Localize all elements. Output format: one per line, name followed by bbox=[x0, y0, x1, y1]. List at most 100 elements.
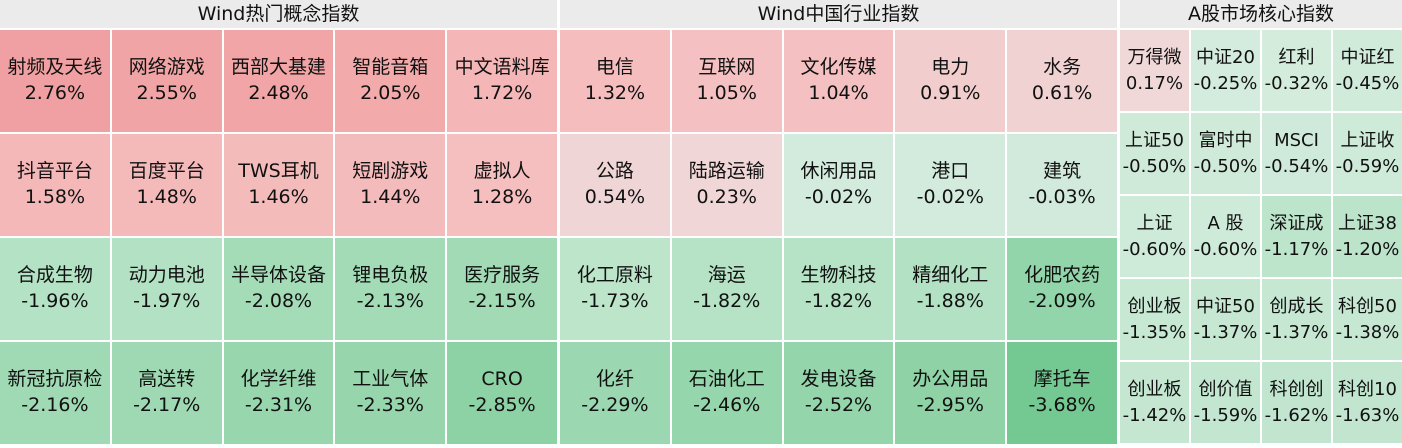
tile-change: 0.91% bbox=[920, 82, 981, 104]
heatmap-tile[interactable]: 万得微 0.17% bbox=[1120, 30, 1189, 111]
tile-name: 创业板 bbox=[1127, 296, 1182, 318]
heatmap-tile[interactable]: 创价值 -1.59% bbox=[1191, 362, 1260, 443]
heatmap-tile[interactable]: 办公用品 -2.95% bbox=[895, 342, 1006, 444]
tile-name: A 股 bbox=[1207, 213, 1244, 235]
heatmap-tile[interactable]: 射频及天线 2.76% bbox=[0, 30, 110, 132]
tile-change: -2.52% bbox=[804, 394, 873, 416]
heatmap-tile[interactable]: 半导体设备 -2.08% bbox=[223, 238, 334, 340]
heatmap-tile[interactable]: 上证收 -0.59% bbox=[1333, 113, 1402, 194]
heatmap-tile[interactable]: 石油化工 -2.46% bbox=[671, 342, 782, 444]
heatmap-tile[interactable]: 中证红 -0.45% bbox=[1333, 30, 1402, 111]
heatmap-tile[interactable]: 创成长 -1.37% bbox=[1262, 279, 1331, 360]
heatmap-tile[interactable]: 电信 1.32% bbox=[560, 30, 670, 132]
tile-change: -1.82% bbox=[804, 290, 873, 312]
tile-change: -2.31% bbox=[244, 394, 313, 416]
heatmap-tile[interactable]: 智能音箱 2.05% bbox=[335, 30, 446, 132]
heatmap-tile[interactable]: 电力 0.91% bbox=[895, 30, 1006, 132]
heatmap-tile[interactable]: 中证50 -1.37% bbox=[1191, 279, 1260, 360]
tile-name: 短剧游戏 bbox=[352, 160, 429, 183]
heatmap-tile[interactable]: 中文语料库 1.72% bbox=[447, 30, 557, 132]
heatmap-tile[interactable]: 科创10 -1.63% bbox=[1333, 362, 1402, 443]
heatmap-tile[interactable]: 化学纤维 -2.31% bbox=[223, 342, 334, 444]
tile-name: 公路 bbox=[595, 160, 634, 183]
heatmap-tile[interactable]: 上证38 -1.20% bbox=[1333, 196, 1402, 277]
heatmap-tile[interactable]: 上证 -0.60% bbox=[1120, 196, 1189, 277]
tile-change: -1.97% bbox=[133, 290, 201, 312]
tile-change: 2.05% bbox=[360, 82, 421, 104]
heatmap-tile[interactable]: 合成生物 -1.96% bbox=[0, 238, 110, 340]
heatmap-tile[interactable]: 精细化工 -1.88% bbox=[895, 238, 1006, 340]
tile-name: 新冠抗原检 bbox=[7, 368, 103, 391]
tile-change: -2.16% bbox=[21, 394, 89, 416]
tile-name: 半导体设备 bbox=[230, 264, 326, 287]
heatmap-tile[interactable]: 科创创 -1.62% bbox=[1262, 362, 1331, 443]
tile-name: 上证38 bbox=[1338, 213, 1397, 235]
heatmap-tile[interactable]: A 股 -0.60% bbox=[1191, 196, 1260, 277]
heatmap-tile[interactable]: 创业板 -1.42% bbox=[1120, 362, 1189, 443]
tile-change: -0.50% bbox=[1193, 155, 1258, 177]
tile-change: 1.32% bbox=[584, 82, 646, 104]
heatmap-tile[interactable]: 锂电负极 -2.13% bbox=[335, 238, 446, 340]
heatmap-tile[interactable]: 短剧游戏 1.44% bbox=[335, 134, 446, 236]
heatmap-tile[interactable]: 动力电池 -1.97% bbox=[111, 238, 222, 340]
heatmap-tile[interactable]: 高送转 -2.17% bbox=[111, 342, 222, 444]
tile-name: 高送转 bbox=[138, 368, 196, 391]
heatmap-tile[interactable]: 建筑 -0.03% bbox=[1007, 134, 1117, 236]
tile-name: 工业气体 bbox=[352, 368, 429, 391]
tile-name: 电力 bbox=[931, 56, 970, 79]
heatmap-tile[interactable]: 富时中 -0.50% bbox=[1191, 113, 1260, 194]
tile-name: 文化传媒 bbox=[800, 56, 877, 79]
heatmap-tile[interactable]: 化工原料 -1.73% bbox=[560, 238, 670, 340]
heatmap-tile[interactable]: 文化传媒 1.04% bbox=[783, 30, 894, 132]
tile-change: 1.44% bbox=[360, 186, 421, 208]
tile-name: 抖音平台 bbox=[16, 160, 93, 183]
heatmap-tile[interactable]: 红利 -0.32% bbox=[1262, 30, 1331, 111]
tile-name: 港口 bbox=[931, 160, 970, 183]
tile-change: -0.02% bbox=[916, 186, 984, 208]
heatmap-tile[interactable]: 虚拟人 1.28% bbox=[447, 134, 557, 236]
tile-change: -1.37% bbox=[1264, 321, 1329, 343]
heatmap-tile[interactable]: 陆路运输 0.23% bbox=[671, 134, 782, 236]
heatmap-tile[interactable]: 百度平台 1.48% bbox=[111, 134, 222, 236]
tile-name: CRO bbox=[481, 368, 523, 391]
heatmap-tile[interactable]: 抖音平台 1.58% bbox=[0, 134, 110, 236]
heatmap-tile[interactable]: 科创50 -1.38% bbox=[1333, 279, 1402, 360]
heatmap-tile[interactable]: 化肥农药 -2.09% bbox=[1007, 238, 1117, 340]
heatmap-tile[interactable]: 生物科技 -1.82% bbox=[783, 238, 894, 340]
heatmap-tile[interactable]: 水务 0.61% bbox=[1007, 30, 1117, 132]
heatmap-tile[interactable]: 休闲用品 -0.02% bbox=[783, 134, 894, 236]
heatmap-tile[interactable]: 港口 -0.02% bbox=[895, 134, 1006, 236]
heatmap-tile[interactable]: 深证成 -1.17% bbox=[1262, 196, 1331, 277]
heatmap-tile[interactable]: 化纤 -2.29% bbox=[560, 342, 670, 444]
tile-name: 锂电负极 bbox=[352, 264, 429, 287]
heatmap-tile[interactable]: 创业板 -1.35% bbox=[1120, 279, 1189, 360]
heatmap-tile[interactable]: 医疗服务 -2.15% bbox=[447, 238, 557, 340]
heatmap-grid: 射频及天线 2.76% 网络游戏 2.55% 西部大基建 2.48% 智能音箱 2.05% 中文… bbox=[0, 30, 557, 444]
heatmap-tile[interactable]: 网络游戏 2.55% bbox=[111, 30, 222, 132]
heatmap-tile[interactable]: 西部大基建 2.48% bbox=[223, 30, 334, 132]
tile-change: -2.33% bbox=[356, 394, 424, 416]
heatmap-tile[interactable]: 摩托车 -3.68% bbox=[1007, 342, 1117, 444]
heatmap-tile[interactable]: 新冠抗原检 -2.16% bbox=[0, 342, 110, 444]
heatmap-tile[interactable]: TWS耳机 1.46% bbox=[223, 134, 334, 236]
tile-change: -2.46% bbox=[693, 394, 761, 416]
tile-name: 化肥农药 bbox=[1024, 264, 1101, 287]
tile-name: 百度平台 bbox=[128, 160, 205, 183]
heatmap-tile[interactable]: 中证20 -0.25% bbox=[1191, 30, 1260, 111]
heatmap-tile[interactable]: 互联网 1.05% bbox=[671, 30, 782, 132]
tile-change: -2.15% bbox=[468, 290, 536, 312]
tile-name: 富时中 bbox=[1198, 130, 1253, 152]
tile-change: 1.04% bbox=[808, 82, 869, 104]
heatmap-tile[interactable]: CRO -2.85% bbox=[447, 342, 557, 444]
heatmap-tile[interactable]: MSCI -0.54% bbox=[1262, 113, 1331, 194]
heatmap-tile[interactable]: 公路 0.54% bbox=[560, 134, 670, 236]
tile-change: -0.03% bbox=[1028, 186, 1096, 208]
tile-change: -0.60% bbox=[1193, 238, 1258, 260]
tile-change: -1.82% bbox=[693, 290, 761, 312]
heatmap-tile[interactable]: 工业气体 -2.33% bbox=[335, 342, 446, 444]
tile-name: 上证收 bbox=[1340, 130, 1395, 152]
tile-name: 建筑 bbox=[1043, 160, 1082, 183]
heatmap-tile[interactable]: 海运 -1.82% bbox=[671, 238, 782, 340]
heatmap-tile[interactable]: 上证50 -0.50% bbox=[1120, 113, 1189, 194]
heatmap-tile[interactable]: 发电设备 -2.52% bbox=[783, 342, 894, 444]
